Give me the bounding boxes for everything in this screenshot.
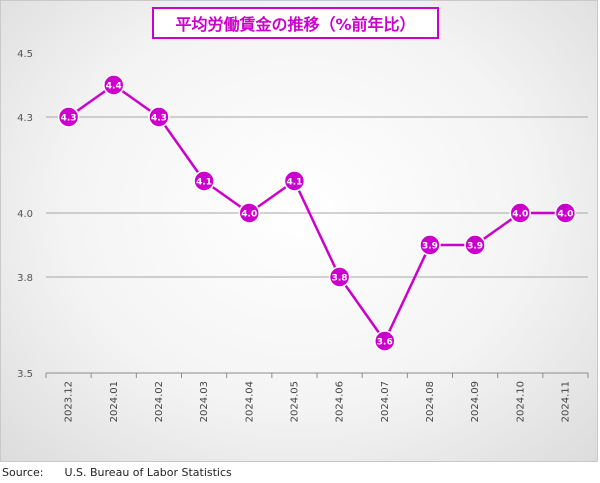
source-note: Source: U.S. Bureau of Labor Statistics [2, 466, 232, 479]
y-tick-label: 4.5 [17, 49, 33, 60]
data-label: 4.3 [61, 114, 77, 124]
data-label: 3.6 [377, 338, 393, 348]
data-point [419, 234, 441, 256]
y-tick-label: 4.3 [17, 113, 33, 124]
x-tick-label: 2023.12 [64, 381, 75, 422]
data-label: 4.4 [106, 82, 122, 92]
data-label: 4.0 [557, 210, 573, 220]
data-point [238, 202, 260, 224]
x-tick-label: 2024.03 [199, 381, 210, 422]
line-chart: 3.5 3.8 4.0 4.3 4.5 2023.12 2024.01 2024.02 2024… [17, 49, 589, 422]
data-point [464, 234, 486, 256]
data-label: 4.1 [286, 178, 302, 188]
data-label: 4.0 [512, 210, 528, 220]
data-point [374, 330, 396, 352]
data-label: 3.9 [422, 242, 438, 252]
data-label: 4.3 [151, 114, 167, 124]
chart-title: 平均労働賃金の推移（%前年比） [152, 7, 439, 39]
data-point [328, 266, 351, 288]
data-label: 4.1 [196, 178, 212, 188]
x-tick-label: 2024.05 [289, 381, 300, 422]
x-tick-label: 2024.11 [560, 381, 571, 422]
data-point [103, 74, 125, 96]
data-label: 3.9 [467, 242, 483, 252]
y-tick-label: 3.8 [17, 273, 33, 284]
source-label: Source: [2, 466, 44, 479]
data-point [554, 202, 577, 224]
x-tick-label: 2024.09 [470, 381, 481, 422]
x-tick-label: 2024.02 [154, 381, 165, 422]
x-tick-label: 2024.10 [515, 381, 526, 422]
data-point [148, 106, 170, 128]
y-tick-label: 3.5 [17, 369, 33, 380]
data-label: 3.8 [332, 274, 348, 284]
x-tick-label: 2024.01 [109, 381, 120, 422]
source-text: U.S. Bureau of Labor Statistics [64, 466, 232, 479]
y-tick-label: 4.0 [17, 209, 33, 220]
x-tick-label: 2024.08 [425, 381, 436, 422]
x-tick-label: 2024.04 [244, 381, 255, 422]
data-point [57, 106, 80, 128]
x-tick-label: 2024.06 [335, 381, 346, 422]
x-tick-label: 2024.07 [380, 381, 391, 422]
chart-frame: 3.5 3.8 4.0 4.3 4.5 2023.12 2024.01 2024.02 2024… [0, 0, 598, 462]
data-point [193, 170, 215, 192]
data-label: 4.0 [241, 210, 257, 220]
data-point [283, 170, 306, 192]
data-point [509, 202, 531, 224]
